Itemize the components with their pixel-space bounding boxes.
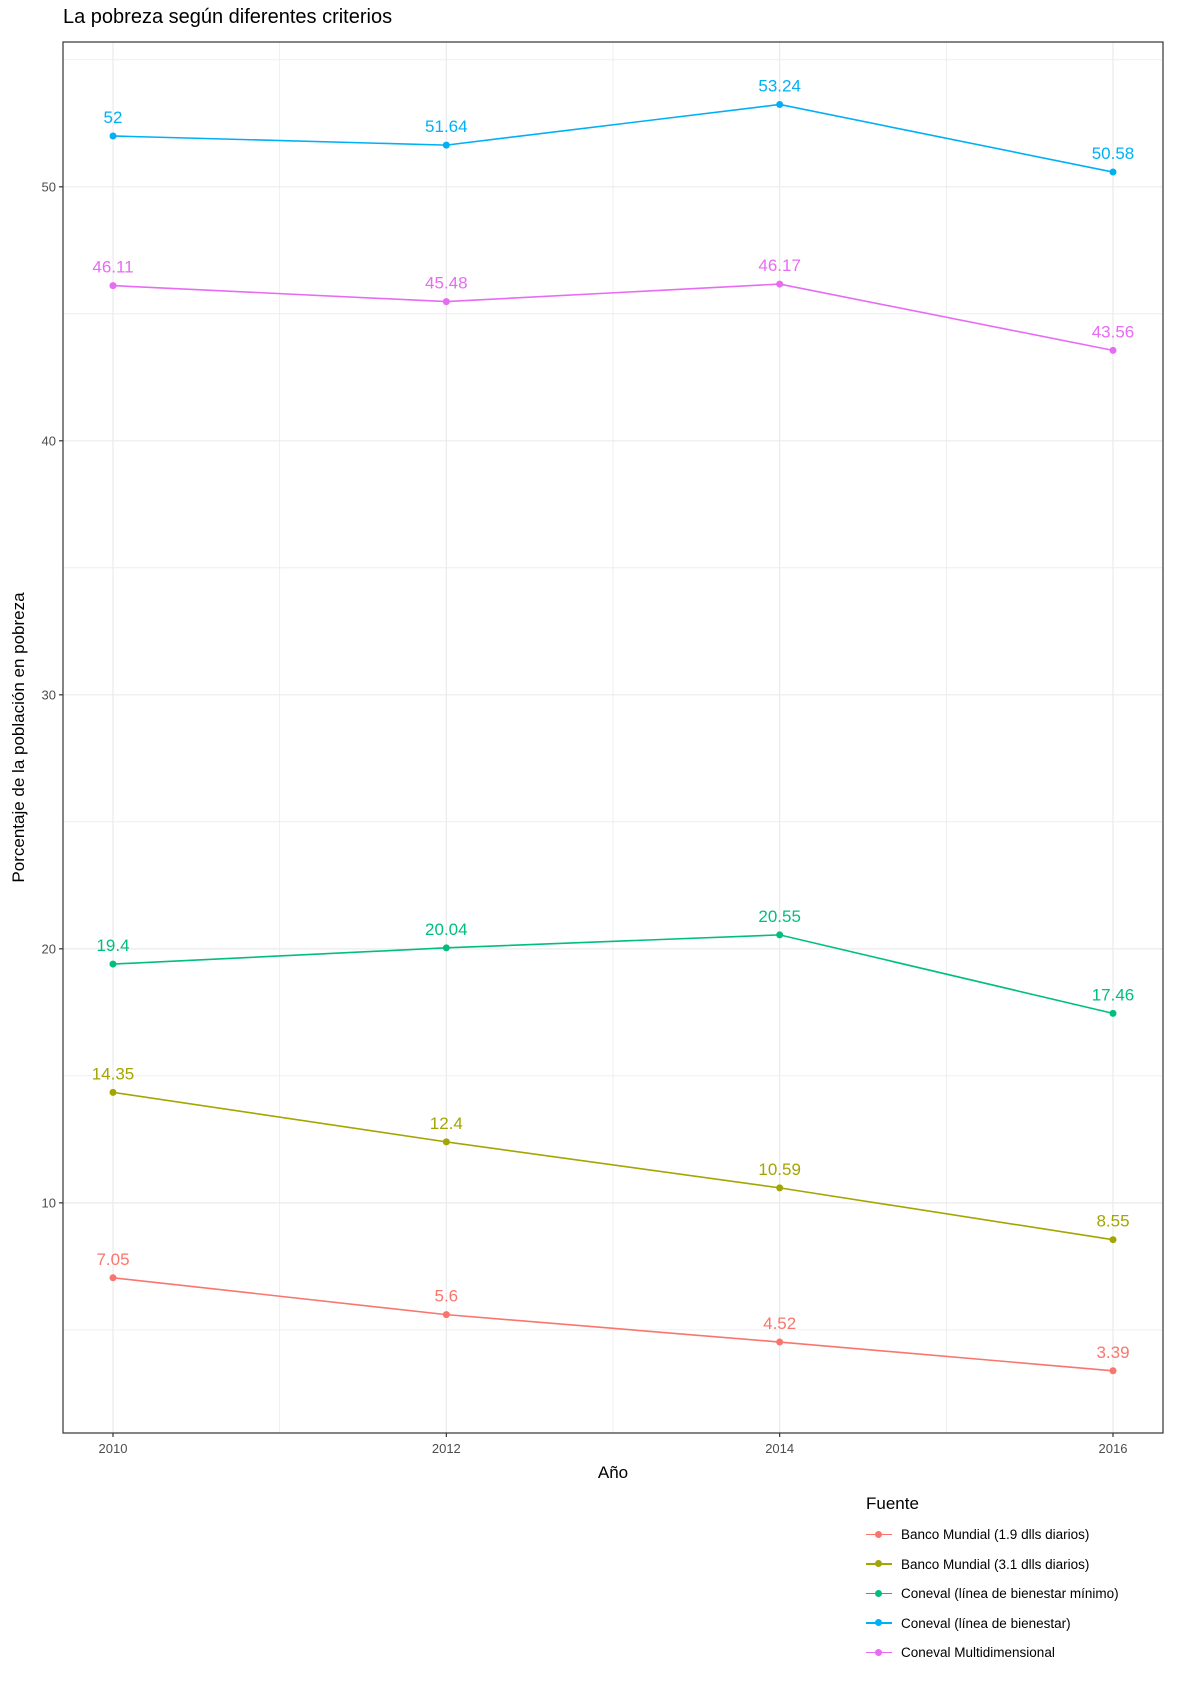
legend-item: Banco Mundial (3.1 dlls diarios) [866,1550,1119,1580]
data-label: 3.39 [1096,1343,1129,1362]
data-point [442,944,450,952]
data-point [109,132,117,140]
data-label: 7.05 [96,1250,129,1269]
panel-border [62,41,1164,1434]
series-line [112,934,1114,1015]
data-label: 50.58 [1092,144,1135,163]
x-axis-label: Año [598,1463,628,1482]
data-point [1109,1367,1117,1375]
data-point [109,1274,117,1282]
x-tick-label: 2010 [99,1441,128,1456]
data-label: 52 [104,108,123,127]
legend-item: Coneval (línea de bienestar) [866,1609,1119,1639]
x-tick-label: 2016 [1099,1441,1128,1456]
data-label: 12.4 [430,1114,463,1133]
y-tick-label: 10 [42,1195,56,1210]
data-point [1109,1236,1117,1244]
legend: Fuente Banco Mundial (1.9 dlls diarios) B… [866,1494,1119,1668]
legend-key-icon [866,1528,892,1542]
legend-label: Banco Mundial (3.1 dlls diarios) [901,1556,1090,1572]
data-label: 46.11 [92,258,133,277]
data-label: 20.04 [425,920,468,939]
data-label: 17.46 [1092,985,1135,1004]
x-tick-label: 2014 [765,1441,794,1456]
legend-key-icon [866,1587,892,1601]
legend-item: Coneval (línea de bienestar mínimo) [866,1579,1119,1609]
data-point [442,1311,450,1319]
series-line [112,103,1114,173]
legend-label: Coneval Multidimensional [901,1645,1055,1661]
y-tick-label: 30 [42,687,56,702]
legend-label: Coneval (línea de bienestar) [901,1615,1071,1631]
legend-title: Fuente [866,1494,919,1513]
y-tick-label: 20 [42,941,56,956]
data-point [776,100,784,108]
data-point [109,282,117,290]
data-label: 14.35 [92,1064,135,1083]
data-label: 4.52 [763,1314,796,1333]
data-label: 45.48 [425,274,468,293]
data-point [776,1338,784,1346]
data-point [442,141,450,149]
data-point [776,931,784,939]
data-point [1109,168,1117,176]
data-label: 51.64 [425,117,468,136]
chart-title: La pobreza según diferentes criterios [63,6,393,28]
data-label: 19.4 [96,936,129,955]
x-tick-label: 2012 [432,1441,461,1456]
series-line [112,1091,1114,1241]
y-axis-label: Porcentaje de la población en pobreza [9,592,28,883]
data-point [1109,1009,1117,1017]
data-label: 8.55 [1096,1212,1129,1231]
data-label: 20.55 [758,907,801,926]
data-point [109,1088,117,1096]
legend-key-icon [866,1616,892,1630]
y-tick-label: 40 [42,433,56,448]
legend-key-icon [866,1646,892,1660]
data-label: 5.6 [435,1287,459,1306]
legend-item: Banco Mundial (1.9 dlls diarios) [866,1520,1119,1550]
data-label: 46.17 [758,256,801,275]
legend-label: Banco Mundial (1.9 dlls diarios) [901,1527,1090,1543]
data-label: 43.56 [1092,322,1135,341]
y-tick-label: 50 [42,179,56,194]
data-point [776,280,784,288]
legend-key-icon [866,1557,892,1571]
data-point [442,298,450,306]
legend-label: Coneval (línea de bienestar mínimo) [901,1586,1119,1602]
data-point [109,960,117,968]
series-line [112,1277,1114,1372]
data-label: 10.59 [758,1160,801,1179]
legend-item: Coneval Multidimensional [866,1638,1119,1668]
data-point [442,1138,450,1146]
data-point [1109,346,1117,354]
data-point [776,1184,784,1192]
series-line [112,283,1114,352]
data-label: 53.24 [758,76,801,95]
